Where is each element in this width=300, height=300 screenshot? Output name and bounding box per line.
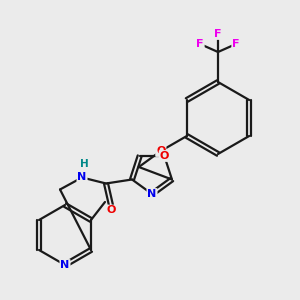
Text: O: O (106, 206, 116, 215)
Text: N: N (77, 172, 87, 182)
Text: F: F (214, 29, 222, 39)
Text: F: F (232, 39, 240, 49)
Text: O: O (156, 146, 166, 156)
Text: N: N (60, 260, 70, 270)
Text: O: O (160, 151, 169, 161)
Text: N: N (147, 189, 157, 199)
Text: F: F (196, 39, 204, 49)
Text: H: H (80, 160, 88, 170)
